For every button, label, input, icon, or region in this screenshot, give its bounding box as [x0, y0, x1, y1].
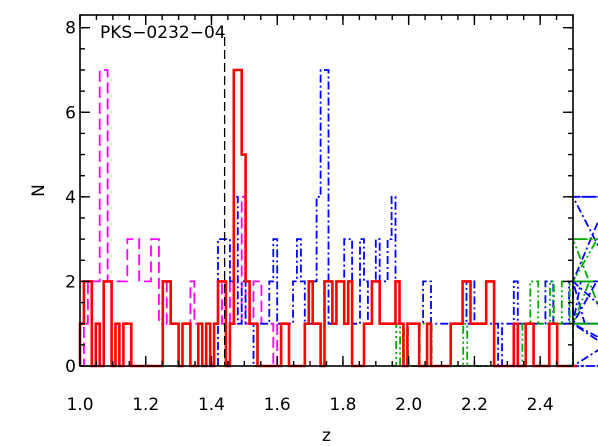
field-name-annotation: PKS−0232−04	[100, 23, 226, 43]
x-tick-label: 1.6	[264, 395, 291, 415]
y-tick-label: 2	[65, 272, 76, 292]
y-axis-label: N	[29, 184, 49, 197]
x-tick-label: 2.4	[527, 395, 554, 415]
histogram-series-dashed	[80, 69, 305, 367]
x-tick-label: 1.8	[329, 395, 356, 415]
x-tick-label: 1.4	[198, 395, 225, 415]
x-axis-label: z	[322, 426, 331, 446]
y-tick-label: 8	[65, 19, 76, 39]
x-tick-label: 2.0	[395, 395, 422, 415]
x-tick-label: 1.2	[132, 395, 159, 415]
x-tick-label: 1.0	[66, 395, 93, 415]
y-tick-label: 4	[65, 188, 76, 208]
x-tick-label: 2.2	[461, 395, 488, 415]
y-tick-label: 0	[65, 357, 76, 377]
tick-layer: 1.0 1.2 1.4 1.6 1.8 2.0 2.2 2.4 0 2 4 6 8	[65, 15, 574, 415]
histogram-series-dash-dot	[217, 69, 598, 367]
y-tick-label: 6	[65, 103, 76, 123]
